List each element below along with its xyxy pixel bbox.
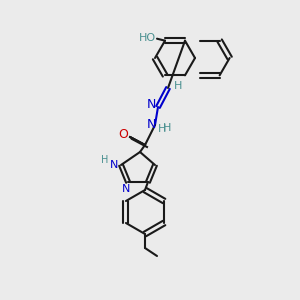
Text: N: N [122, 184, 130, 194]
Text: H: H [163, 123, 171, 133]
Text: HO: HO [138, 33, 156, 43]
Text: H: H [174, 81, 182, 91]
Text: N: N [146, 98, 156, 112]
Text: H: H [158, 124, 166, 134]
Text: N: N [110, 160, 118, 170]
Text: O: O [118, 128, 128, 142]
Text: H: H [101, 155, 109, 165]
Text: N: N [146, 118, 156, 130]
